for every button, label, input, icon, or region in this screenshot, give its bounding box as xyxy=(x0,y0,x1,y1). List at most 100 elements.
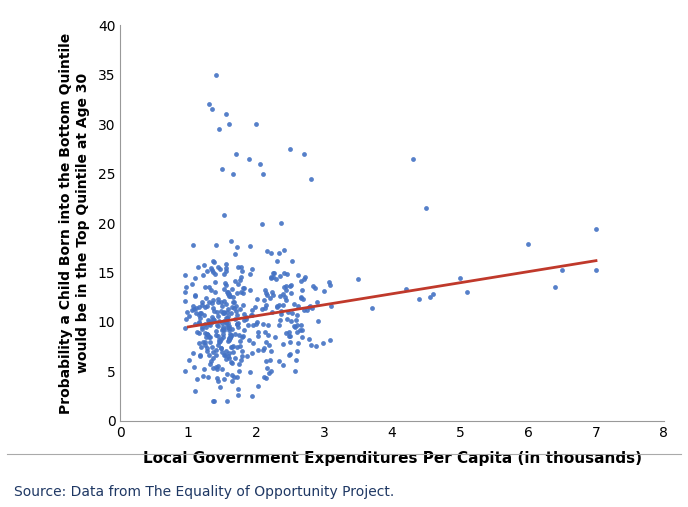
Point xyxy=(209,278,220,286)
Point xyxy=(226,237,237,245)
Point xyxy=(266,367,277,375)
Point xyxy=(186,280,197,288)
Point xyxy=(222,352,233,360)
Point xyxy=(231,289,242,297)
Point xyxy=(230,277,241,285)
Point xyxy=(289,300,300,308)
Point xyxy=(239,283,250,292)
Point xyxy=(245,241,256,249)
Point xyxy=(217,330,228,338)
Point xyxy=(259,373,270,381)
Point xyxy=(215,344,226,352)
Point xyxy=(557,266,568,274)
Point xyxy=(289,322,300,331)
Point xyxy=(190,291,201,299)
Point xyxy=(206,317,217,325)
Point xyxy=(303,303,314,311)
Point xyxy=(202,316,213,324)
Point xyxy=(208,257,219,265)
Point xyxy=(197,301,208,309)
Point xyxy=(191,308,202,316)
Point xyxy=(256,305,267,313)
Point xyxy=(291,316,302,324)
Point xyxy=(184,312,195,320)
Point xyxy=(222,290,233,298)
Point xyxy=(265,347,276,355)
Point xyxy=(208,304,219,312)
Point xyxy=(181,308,192,316)
Point xyxy=(201,294,212,302)
Point xyxy=(297,286,308,294)
Point xyxy=(246,311,257,319)
Point xyxy=(420,204,431,212)
Point xyxy=(292,311,303,319)
Point xyxy=(235,263,246,271)
Point xyxy=(224,321,235,330)
Point xyxy=(224,324,235,332)
Point xyxy=(206,264,217,272)
Point xyxy=(283,351,294,359)
Point xyxy=(233,359,244,368)
Point xyxy=(209,270,220,278)
Point xyxy=(210,70,221,79)
Point xyxy=(220,318,231,326)
Point xyxy=(299,306,310,314)
Point xyxy=(590,225,601,233)
Point xyxy=(224,325,235,334)
Point xyxy=(229,354,240,363)
Point xyxy=(194,329,205,337)
Point xyxy=(208,258,219,266)
Point xyxy=(189,387,200,395)
Point xyxy=(219,279,230,287)
Point xyxy=(235,273,246,281)
Point xyxy=(206,299,217,307)
Y-axis label: Probability a Child Born into the Bottom Quintile
would be in the Top Quintile a: Probability a Child Born into the Bottom… xyxy=(59,32,89,414)
Point xyxy=(203,333,214,341)
Point xyxy=(311,298,322,306)
Point xyxy=(294,325,305,334)
Point xyxy=(217,348,228,356)
Point xyxy=(279,283,290,291)
Point xyxy=(222,370,233,378)
Point xyxy=(228,304,239,312)
Point xyxy=(230,307,241,315)
Point xyxy=(228,298,239,306)
Point xyxy=(233,331,244,339)
Point xyxy=(221,264,232,272)
Point xyxy=(222,305,233,313)
Point xyxy=(283,328,294,336)
Point xyxy=(206,266,217,274)
Point xyxy=(224,292,235,300)
Point xyxy=(233,391,244,400)
Point xyxy=(263,320,274,329)
Point xyxy=(217,309,228,317)
Point xyxy=(208,268,219,276)
Point xyxy=(218,333,229,341)
Point xyxy=(297,295,308,303)
Point xyxy=(213,298,224,306)
Point xyxy=(218,325,229,334)
Point xyxy=(216,366,227,374)
Point xyxy=(260,286,271,294)
Point xyxy=(194,309,205,317)
Point xyxy=(287,257,298,265)
Point xyxy=(232,320,243,328)
Point xyxy=(201,330,212,338)
Point xyxy=(277,361,288,370)
Point xyxy=(325,281,336,289)
Point xyxy=(261,338,272,346)
Point xyxy=(219,308,230,316)
Point xyxy=(271,303,282,311)
Point xyxy=(226,359,237,367)
Point xyxy=(414,296,425,304)
Point xyxy=(202,344,213,352)
Point xyxy=(462,288,473,296)
Point xyxy=(275,307,286,315)
Point xyxy=(201,323,212,332)
Point xyxy=(207,347,218,355)
Point xyxy=(273,357,284,365)
Point xyxy=(257,169,268,177)
Point xyxy=(244,336,255,344)
Point xyxy=(281,282,292,290)
Point xyxy=(213,312,224,320)
